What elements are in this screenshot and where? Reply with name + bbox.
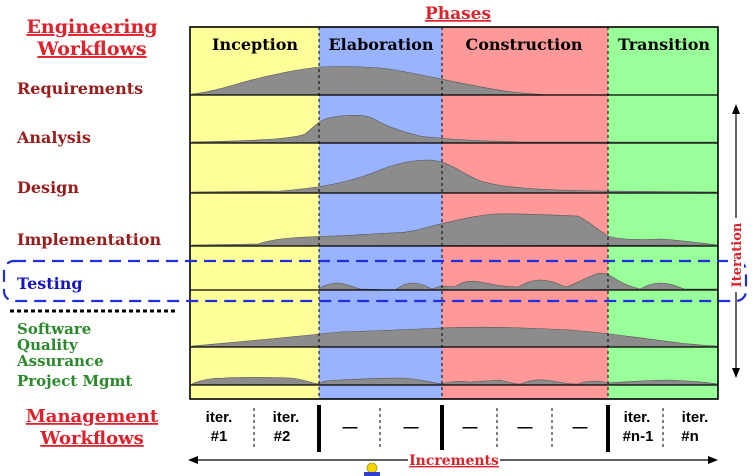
requirements-curve <box>191 66 546 96</box>
person-icon <box>364 462 380 476</box>
workflow-label-testing: Testing <box>17 274 83 293</box>
workflow-label-software: Software <box>17 320 91 338</box>
iteration-strip <box>253 405 664 452</box>
iteration-label-bg <box>728 218 744 292</box>
workflow-label-assurance: Assurance <box>16 352 104 370</box>
phase-grid-frame <box>189 26 719 400</box>
workflow-label-implementation: Implementation <box>17 230 162 249</box>
iteration-7-dash: — <box>573 419 588 436</box>
phase-label-construction: Construction <box>465 35 582 54</box>
testing-highlight-box <box>2 259 748 303</box>
engineering-workflows-title-line1: Engineering <box>26 16 157 38</box>
workflow-label-requirements: Requirements <box>17 79 143 98</box>
iteration-1-bottom: #1 <box>211 428 228 445</box>
iteration-6-dash: — <box>518 419 533 436</box>
increments-arrow-head-left <box>188 456 198 464</box>
workflow-label-project-mgmt: Project Mgmt <box>17 372 132 390</box>
sqa-curve <box>191 326 719 348</box>
management-workflows-title-line2: Workflows <box>39 428 143 449</box>
increments-arrow-head-right <box>708 456 718 464</box>
workload-curves <box>191 66 719 386</box>
management-workflows-title-line1: Management <box>26 406 159 427</box>
iteration-n-bottom: #n <box>681 428 699 445</box>
iteration-4-dash: — <box>404 419 419 436</box>
workflow-label-analysis: Analysis <box>16 128 91 147</box>
analysis-curve <box>191 115 719 144</box>
iteration-n-top: iter. <box>682 409 709 426</box>
iteration-n-1-top: iter. <box>624 409 651 426</box>
iteration-label: Iteration <box>730 222 745 287</box>
row-lines <box>190 94 718 348</box>
iteration-2-top: iter. <box>273 409 300 426</box>
phase-dividers <box>318 27 609 399</box>
iteration-arrow-head-top <box>732 104 740 114</box>
phase-label-elaboration: Elaboration <box>328 35 433 54</box>
iteration-2-bottom: #2 <box>274 428 291 445</box>
iteration-3-dash: — <box>343 419 358 436</box>
iteration-n-1-bottom: #n-1 <box>623 428 654 445</box>
workflow-label-design: Design <box>17 178 79 197</box>
iteration-1-top: iter. <box>206 409 233 426</box>
design-curve <box>191 159 719 194</box>
phase-label-inception: Inception <box>212 35 298 54</box>
implementation-curve <box>191 213 719 247</box>
workflow-label-quality: Quality <box>17 336 79 354</box>
increments-label: Increments <box>409 453 499 469</box>
increments-label-bg <box>408 450 500 468</box>
phase-label-transition: Transition <box>618 35 710 54</box>
phases-heading: Phases <box>425 4 491 24</box>
iteration-arrow-head-bottom <box>732 368 740 378</box>
iteration-5-dash: — <box>463 419 478 436</box>
engineering-workflows-title-line2: Workflows <box>36 38 146 60</box>
